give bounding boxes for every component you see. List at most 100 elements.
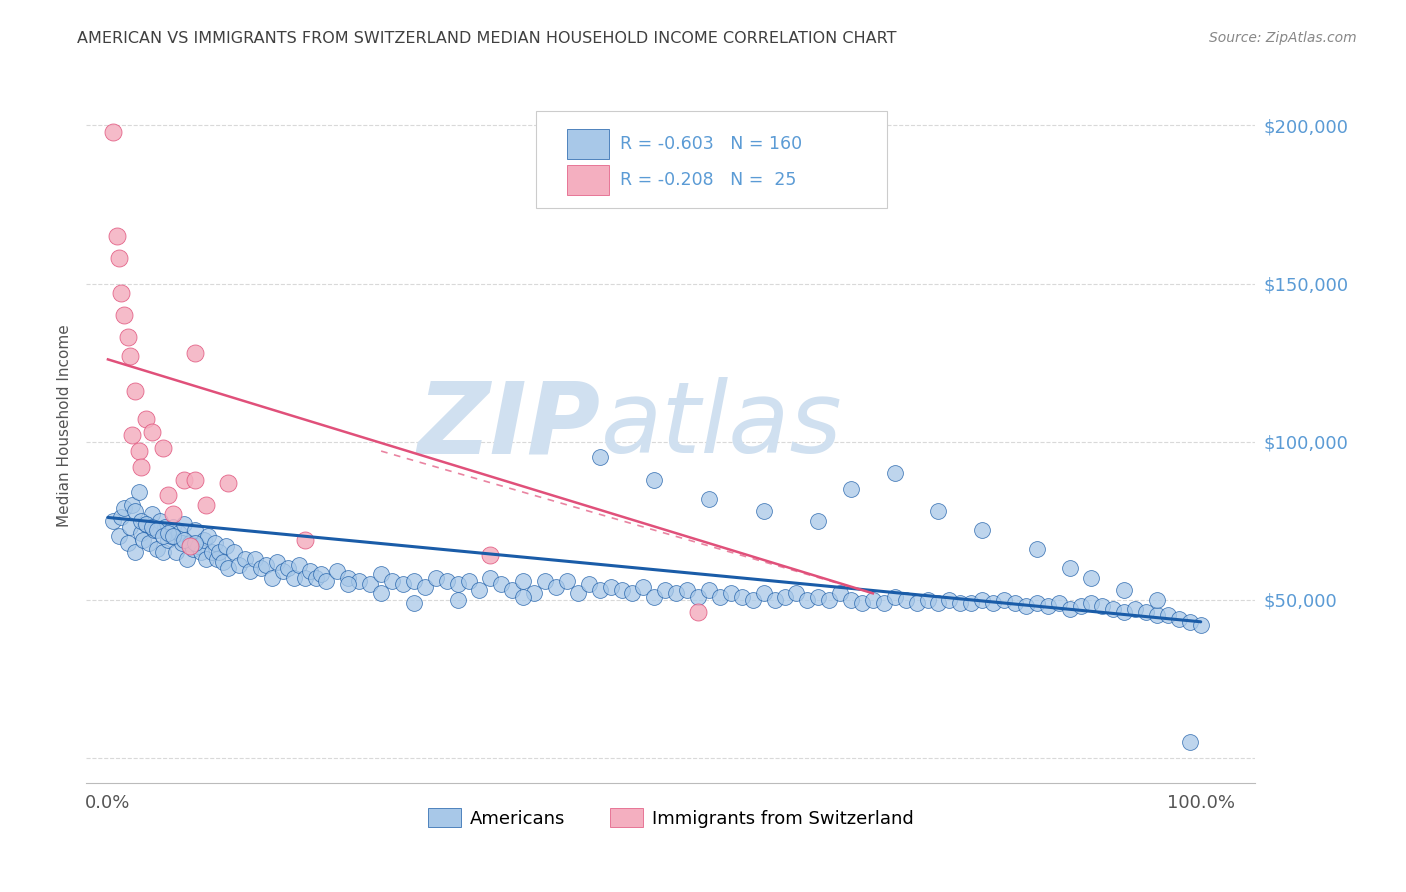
Point [873,596,896,610]
Point [118,349,141,363]
Point [195,551,218,566]
Point [1015,599,1038,613]
Point [326,564,349,578]
Point [141,520,163,534]
Point [654,583,676,598]
Point [1102,602,1125,616]
Point [534,574,557,588]
Point [254,558,277,572]
Point [105,229,128,244]
Point [190,545,212,559]
Point [112,308,135,322]
Point [108,251,131,265]
Point [141,508,163,522]
Point [1189,618,1212,632]
Point [851,596,873,610]
Point [796,592,818,607]
Point [135,412,157,426]
Point [763,592,786,607]
Point [142,523,165,537]
Point [544,580,567,594]
Point [157,526,180,541]
Point [446,577,468,591]
Point [162,508,184,522]
Point [839,592,862,607]
Point [1114,605,1136,619]
Point [152,545,174,559]
Point [709,590,731,604]
Point [157,533,180,547]
Point [752,504,775,518]
Point [883,467,905,481]
Point [830,586,852,600]
Y-axis label: Median Household Income: Median Household Income [58,325,72,527]
Point [402,574,425,588]
Point [179,539,201,553]
Point [160,529,183,543]
Point [184,523,207,537]
Point [446,592,468,607]
Point [204,535,226,549]
Point [146,523,169,537]
Point [179,535,201,549]
Point [720,586,742,600]
Point [785,586,807,600]
Point [1047,596,1070,610]
Point [129,514,152,528]
Point [195,498,218,512]
Point [807,514,830,528]
Point [103,125,125,139]
Point [315,574,337,588]
Point [993,592,1015,607]
Point [523,586,546,600]
Point [1123,602,1146,616]
Point [129,526,152,541]
Point [468,583,491,598]
Text: R = -0.603   N = 160: R = -0.603 N = 160 [620,136,803,153]
Point [905,596,928,610]
Point [643,590,665,604]
Point [173,533,195,547]
Point [129,459,152,474]
Point [1070,599,1092,613]
Point [176,551,198,566]
Point [141,425,163,439]
Point [633,580,655,594]
Point [337,570,360,584]
Point [181,542,204,557]
Point [894,592,917,607]
Point [479,570,502,584]
Point [1080,570,1102,584]
Point [103,514,125,528]
Point [222,545,245,559]
FancyBboxPatch shape [567,166,609,195]
Point [172,535,194,549]
Text: ZIP: ZIP [418,377,600,475]
Point [1059,561,1081,575]
Point [208,545,231,559]
Point [1036,599,1059,613]
Point [1114,583,1136,598]
Text: R = -0.208   N =  25: R = -0.208 N = 25 [620,171,797,189]
Point [917,592,939,607]
Point [589,450,612,465]
Point [938,592,960,607]
Text: AMERICAN VS IMMIGRANTS FROM SWITZERLAND MEDIAN HOUSEHOLD INCOME CORRELATION CHAR: AMERICAN VS IMMIGRANTS FROM SWITZERLAND … [77,31,897,46]
Point [250,561,273,575]
Point [138,535,160,549]
Point [146,542,169,557]
Point [184,346,207,360]
Point [972,592,994,607]
Point [201,545,224,559]
Point [215,539,238,553]
Point [173,516,195,531]
Point [960,596,983,610]
Point [1135,605,1157,619]
Point [425,570,447,584]
Point [294,570,316,584]
Text: Source: ZipAtlas.com: Source: ZipAtlas.com [1209,31,1357,45]
Point [479,549,502,563]
Point [589,583,612,598]
Point [1091,599,1114,613]
Point [370,586,392,600]
